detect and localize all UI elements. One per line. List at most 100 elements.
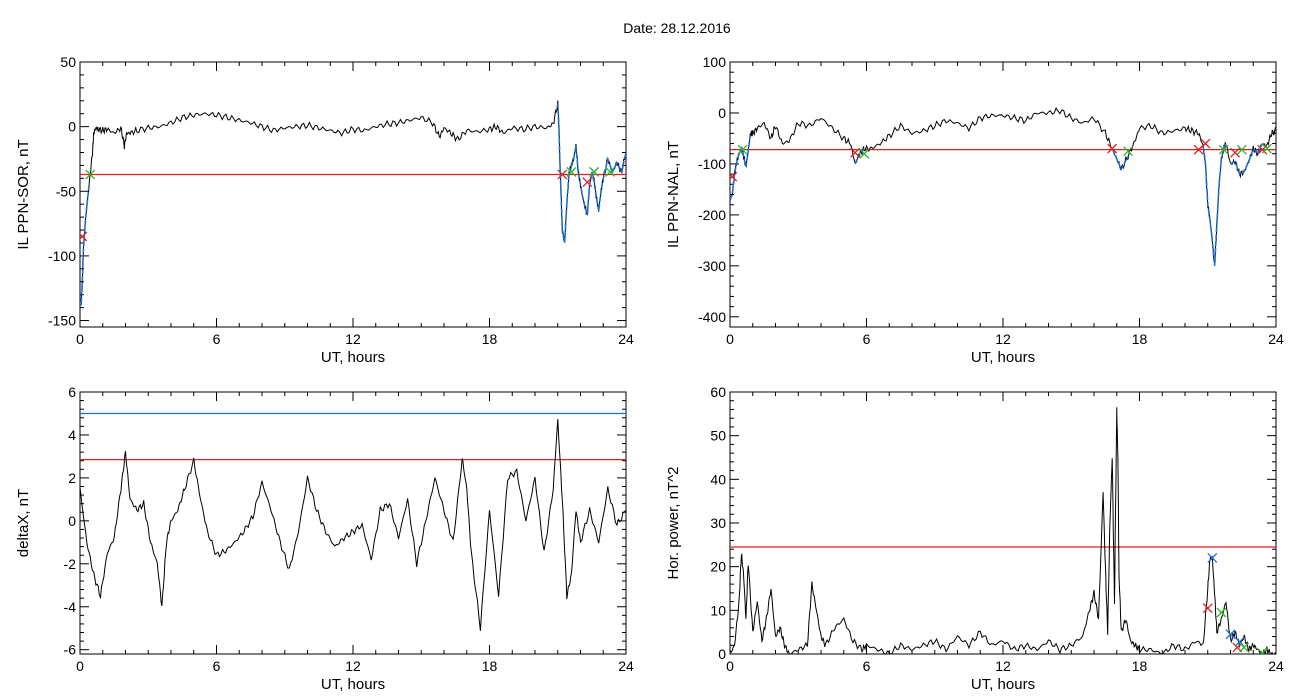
x-tick-label: 0: [726, 658, 734, 674]
event-marker-stroke: [80, 231, 88, 240]
event-marker-stroke: [1200, 138, 1211, 149]
y-tick-label: -100: [698, 156, 726, 172]
highlight-segment: [1111, 148, 1129, 171]
plot-frame: [729, 391, 1277, 655]
x-tick-label: 0: [76, 658, 84, 674]
y-tick-label: 50: [60, 54, 76, 70]
y-tick-label: -150: [48, 313, 76, 329]
event-marker-stroke: [1230, 147, 1241, 158]
event-marker: [1230, 147, 1241, 158]
y-tick-label: 0: [68, 119, 76, 135]
event-marker: [1218, 144, 1229, 155]
event-marker: [1257, 648, 1268, 654]
highlight-segment: [1230, 143, 1264, 176]
y-tick-label: 10: [710, 602, 726, 618]
x-tick-label: 12: [995, 331, 1011, 347]
event-marker: [1234, 636, 1245, 647]
event-marker: [589, 166, 600, 177]
event-marker: [850, 147, 861, 158]
event-marker: [859, 148, 870, 159]
event-marker-stroke: [1234, 636, 1245, 647]
y-tick-label: 4: [68, 427, 76, 443]
highlight-segment: [80, 184, 90, 306]
x-tick-label: 24: [618, 658, 634, 674]
event-marker-stroke: [85, 169, 96, 180]
event-marker-stroke: [737, 144, 748, 155]
x-tick-label: 12: [345, 658, 361, 674]
event-marker: [737, 144, 748, 155]
y-tick-label: 6: [68, 384, 76, 400]
y-tick-label: -400: [698, 309, 726, 325]
event-marker: [1202, 603, 1213, 614]
x-tick-label: 6: [863, 658, 871, 674]
y-tick-label: 60: [710, 384, 726, 400]
y-tick-label: 0: [718, 646, 726, 662]
event-marker-stroke: [1236, 144, 1247, 155]
x-tick-label: 24: [618, 331, 634, 347]
highlight-segment: [557, 103, 626, 244]
x-axis-label: UT, hours: [971, 676, 1035, 693]
event-marker-stroke: [1216, 607, 1227, 618]
event-marker-stroke: [1107, 143, 1118, 154]
x-tick-label: 18: [1132, 658, 1148, 674]
y-tick-label: -200: [698, 207, 726, 223]
event-marker: [730, 171, 738, 182]
event-marker-stroke: [1225, 629, 1236, 640]
x-axis-label: UT, hours: [971, 349, 1035, 366]
panel-ppn-nal: 0 6 12 18 24 -400 -300 -200 -100 0 100 UT, hours IL …: [665, 54, 1284, 366]
y-tick-label: -100: [48, 248, 76, 264]
event-marker: [557, 169, 568, 180]
event-marker: [582, 177, 593, 188]
event-marker-stroke: [605, 166, 616, 177]
event-marker-stroke: [557, 169, 568, 180]
panel-ppn-sor: 0 6 12 18 24 -150 -100 -50 0 50 UT, hours IL PPN-SO…: [15, 54, 634, 366]
y-tick-label: -300: [698, 258, 726, 274]
y-axis-label: IL PPN-NAL, nT: [665, 141, 682, 248]
event-marker: [1225, 629, 1236, 640]
event-marker-stroke: [859, 148, 870, 159]
event-marker: [1216, 607, 1227, 618]
y-tick-label: 2: [68, 470, 76, 486]
x-tick-label: 24: [1268, 331, 1284, 347]
event-marker-stroke: [1123, 146, 1134, 157]
x-tick-label: 18: [482, 331, 498, 347]
x-tick-label: 12: [345, 331, 361, 347]
y-tick-label: -4: [64, 599, 77, 615]
x-axis-label: UT, hours: [321, 676, 385, 693]
plot-frame: [79, 61, 627, 328]
event-marker: [1123, 146, 1134, 157]
event-marker: [1207, 552, 1218, 563]
plot-area: [730, 107, 1276, 266]
event-marker-stroke: [730, 171, 738, 180]
event-marker-stroke: [589, 166, 600, 177]
event-marker-stroke: [1207, 552, 1218, 563]
plot-area: [730, 407, 1276, 654]
event-marker: [1239, 642, 1250, 653]
event-marker-stroke: [1202, 603, 1213, 614]
x-tick-label: 0: [726, 331, 734, 347]
highlight-segment: [854, 148, 865, 165]
plot-frame: [79, 391, 627, 655]
event-marker: [1236, 144, 1247, 155]
series-line: [80, 100, 626, 306]
event-marker-stroke: [1239, 642, 1250, 653]
y-tick-label: -2: [64, 556, 77, 572]
y-tick-label: 100: [703, 54, 727, 70]
highlight-segment: [1202, 143, 1227, 266]
y-axis-label: Hor. power, nT^2: [665, 467, 682, 580]
panel-hor-power: 0 6 12 18 24 0 10 20 30 40 50 60 UT, hours Hor. power…: [665, 384, 1284, 693]
figure-title: Date: 28.12.2016: [623, 20, 731, 36]
event-marker: [566, 166, 577, 177]
y-tick-label: -6: [64, 642, 77, 658]
plot-area: [80, 412, 626, 631]
event-marker: [80, 231, 88, 242]
y-axis-label: deltaX, nT: [15, 489, 32, 557]
y-tick-label: 20: [710, 559, 726, 575]
x-tick-label: 18: [482, 658, 498, 674]
plot-frame: [729, 61, 1277, 328]
y-tick-label: -50: [56, 183, 76, 199]
y-tick-label: 50: [710, 428, 726, 444]
series-line: [730, 407, 1276, 654]
x-tick-label: 6: [213, 658, 221, 674]
